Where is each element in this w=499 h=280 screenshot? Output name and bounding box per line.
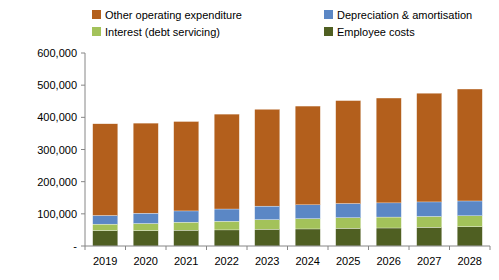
x-tick xyxy=(328,246,329,250)
bar-segment xyxy=(417,202,442,216)
bar-segment xyxy=(295,229,320,246)
y-tick-label: 600,000 xyxy=(37,47,77,59)
x-tick xyxy=(409,246,410,250)
bar-segment xyxy=(457,216,482,227)
bar-segment xyxy=(295,205,320,219)
bar-segment xyxy=(255,220,280,230)
y-tick-label: 200,000 xyxy=(37,176,77,188)
bar-segment xyxy=(174,122,199,211)
x-tick-label: 2023 xyxy=(255,255,279,267)
x-tick-label: 2025 xyxy=(336,255,360,267)
bar-segment xyxy=(174,222,199,230)
x-tick xyxy=(287,246,288,250)
bar-segment xyxy=(93,231,118,246)
bar-segment xyxy=(336,218,361,229)
bars xyxy=(93,89,483,246)
bar-segment xyxy=(133,223,158,230)
bar-segment xyxy=(93,124,118,216)
x-tick xyxy=(449,246,450,250)
x-tick-label: 2021 xyxy=(174,255,198,267)
legend-swatch xyxy=(92,27,101,36)
bar-segment xyxy=(255,109,280,206)
x-tick-label: 2027 xyxy=(417,255,441,267)
bar-segment xyxy=(417,216,442,227)
x-tick xyxy=(206,246,207,250)
bar-segment xyxy=(376,217,401,228)
legend-label: Employee costs xyxy=(337,26,415,38)
bar-segment xyxy=(255,229,280,246)
bar-segment xyxy=(93,215,118,224)
y-tick xyxy=(81,181,85,182)
x-tick xyxy=(125,246,126,250)
bar-segment xyxy=(336,101,361,204)
bar-segment xyxy=(376,98,401,203)
bar-segment xyxy=(214,209,239,221)
y-tick xyxy=(81,85,85,86)
y-tick xyxy=(81,213,85,214)
x-tick xyxy=(368,246,369,250)
x-tick-label: 2028 xyxy=(458,255,482,267)
bar-segment xyxy=(376,203,401,217)
y-tick xyxy=(81,246,85,247)
legend-swatch xyxy=(324,27,333,36)
bar-segment xyxy=(417,93,442,202)
bar-segment xyxy=(174,211,199,222)
bar-segment xyxy=(457,89,482,201)
x-tick-label: 2020 xyxy=(134,255,158,267)
y-tick xyxy=(81,53,85,54)
bar-segment xyxy=(174,230,199,246)
bar-segment xyxy=(336,204,361,218)
bar-segment xyxy=(214,230,239,246)
x-tick-label: 2026 xyxy=(377,255,401,267)
y-tick-label: - xyxy=(73,240,77,252)
bar-segment xyxy=(457,201,482,216)
bar-segment xyxy=(376,228,401,246)
y-tick-label: 500,000 xyxy=(37,79,77,91)
legend-label: Depreciation & amortisation xyxy=(337,9,472,21)
legend-swatch xyxy=(324,10,333,19)
x-tick xyxy=(247,246,248,250)
bar-segment xyxy=(133,123,158,213)
legend-label: Other operating expenditure xyxy=(105,9,242,21)
chart: - 100,000 200,000 300,000 400,000 500,000 600,… xyxy=(0,0,499,280)
x-tick-label: 2019 xyxy=(93,255,117,267)
bar-segment xyxy=(93,224,118,230)
y-tick xyxy=(81,117,85,118)
bar-segment xyxy=(295,219,320,229)
bar-segment xyxy=(457,227,482,246)
x-tick xyxy=(490,246,491,250)
bar-segment xyxy=(133,231,158,246)
bar-segment xyxy=(336,228,361,246)
bar-segment xyxy=(214,221,239,230)
bar-segment xyxy=(295,106,320,205)
bar-segment xyxy=(214,114,239,209)
bar-segment xyxy=(417,227,442,246)
x-tick xyxy=(85,246,86,250)
bar-segment xyxy=(133,213,158,223)
y-tick-label: 400,000 xyxy=(37,111,77,123)
x-tick-label: 2024 xyxy=(296,255,320,267)
legend-swatch xyxy=(92,10,101,19)
x-tick xyxy=(166,246,167,250)
bar-segment xyxy=(255,206,280,220)
y-tick-label: 100,000 xyxy=(37,208,77,220)
legend-label: Interest (debt servicing) xyxy=(105,26,220,38)
y-tick xyxy=(81,149,85,150)
x-tick-label: 2022 xyxy=(215,255,239,267)
y-tick-label: 300,000 xyxy=(37,144,77,156)
